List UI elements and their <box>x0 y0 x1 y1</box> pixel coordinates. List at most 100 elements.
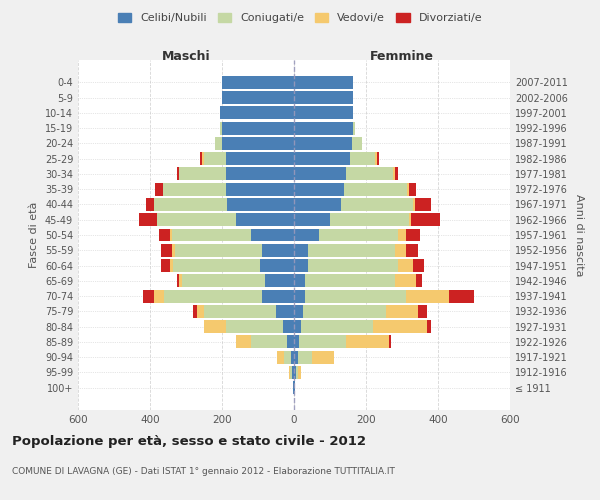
Bar <box>294 244 308 256</box>
Bar <box>294 106 353 120</box>
Bar <box>262 244 294 256</box>
Bar <box>172 244 175 256</box>
Bar <box>289 366 290 379</box>
Bar <box>418 305 427 318</box>
Bar <box>298 366 301 379</box>
Bar <box>449 290 474 302</box>
Bar <box>226 152 294 165</box>
Bar <box>157 214 236 226</box>
Bar <box>227 198 294 211</box>
Bar <box>389 336 391 348</box>
Bar <box>409 214 411 226</box>
Bar <box>299 336 346 348</box>
Bar <box>161 259 170 272</box>
Bar <box>294 168 346 180</box>
Bar <box>308 259 398 272</box>
Bar <box>260 259 294 272</box>
Bar <box>161 244 172 256</box>
Bar <box>406 290 449 302</box>
Bar <box>170 259 173 272</box>
Bar <box>344 182 407 196</box>
Bar <box>155 182 163 196</box>
Bar <box>215 137 222 150</box>
Y-axis label: Fasce di età: Fasce di età <box>29 202 39 268</box>
Bar <box>352 137 362 150</box>
Bar <box>170 228 172 241</box>
Bar <box>294 366 296 379</box>
Bar <box>222 137 294 150</box>
Bar <box>222 122 294 134</box>
Bar <box>427 320 431 333</box>
Bar <box>164 290 262 302</box>
Bar <box>409 182 416 196</box>
Bar <box>193 305 197 318</box>
Bar <box>177 168 179 180</box>
Bar <box>413 259 424 272</box>
Bar <box>312 350 334 364</box>
Bar <box>294 305 303 318</box>
Bar <box>294 228 319 241</box>
Bar <box>395 274 416 287</box>
Bar <box>283 320 294 333</box>
Bar <box>262 290 294 302</box>
Bar <box>172 228 251 241</box>
Bar <box>294 152 350 165</box>
Bar <box>294 381 295 394</box>
Legend: Celibi/Nubili, Coniugati/e, Vedovi/e, Divorziati/e: Celibi/Nubili, Coniugati/e, Vedovi/e, Di… <box>113 8 487 28</box>
Bar <box>406 228 420 241</box>
Bar <box>294 336 299 348</box>
Bar <box>407 182 409 196</box>
Bar <box>294 122 353 134</box>
Bar <box>301 320 373 333</box>
Bar <box>294 320 301 333</box>
Bar <box>290 366 292 379</box>
Bar <box>143 290 154 302</box>
Bar <box>175 244 262 256</box>
Bar <box>308 244 395 256</box>
Bar <box>236 336 251 348</box>
Bar <box>406 244 418 256</box>
Text: Maschi: Maschi <box>161 50 211 62</box>
Bar <box>251 336 287 348</box>
Bar <box>319 228 398 241</box>
Bar <box>416 274 422 287</box>
Bar <box>163 182 226 196</box>
Bar <box>393 168 395 180</box>
Bar <box>350 152 375 165</box>
Bar <box>284 350 291 364</box>
Bar <box>294 290 305 302</box>
Bar <box>341 198 413 211</box>
Bar <box>154 290 164 302</box>
Bar <box>179 168 226 180</box>
Bar <box>179 274 182 287</box>
Bar <box>395 168 398 180</box>
Bar <box>222 91 294 104</box>
Bar <box>303 305 386 318</box>
Bar <box>236 214 294 226</box>
Bar <box>159 228 170 241</box>
Text: COMUNE DI LAVAGNA (GE) - Dati ISTAT 1° gennaio 2012 - Elaborazione TUTTITALIA.IT: COMUNE DI LAVAGNA (GE) - Dati ISTAT 1° g… <box>12 468 395 476</box>
Bar <box>173 259 260 272</box>
Bar <box>291 350 294 364</box>
Bar <box>251 228 294 241</box>
Bar <box>139 214 157 226</box>
Bar <box>177 274 179 287</box>
Bar <box>305 290 406 302</box>
Bar <box>182 274 265 287</box>
Bar <box>204 152 226 165</box>
Bar <box>305 274 395 287</box>
Bar <box>395 244 406 256</box>
Bar <box>293 381 294 394</box>
Bar <box>346 168 393 180</box>
Bar <box>200 152 202 165</box>
Bar <box>294 91 353 104</box>
Bar <box>294 259 308 272</box>
Bar <box>346 336 389 348</box>
Bar <box>226 320 283 333</box>
Bar <box>413 198 415 211</box>
Bar <box>398 228 406 241</box>
Bar <box>415 198 431 211</box>
Bar <box>197 305 204 318</box>
Bar <box>398 259 413 272</box>
Bar <box>353 122 355 134</box>
